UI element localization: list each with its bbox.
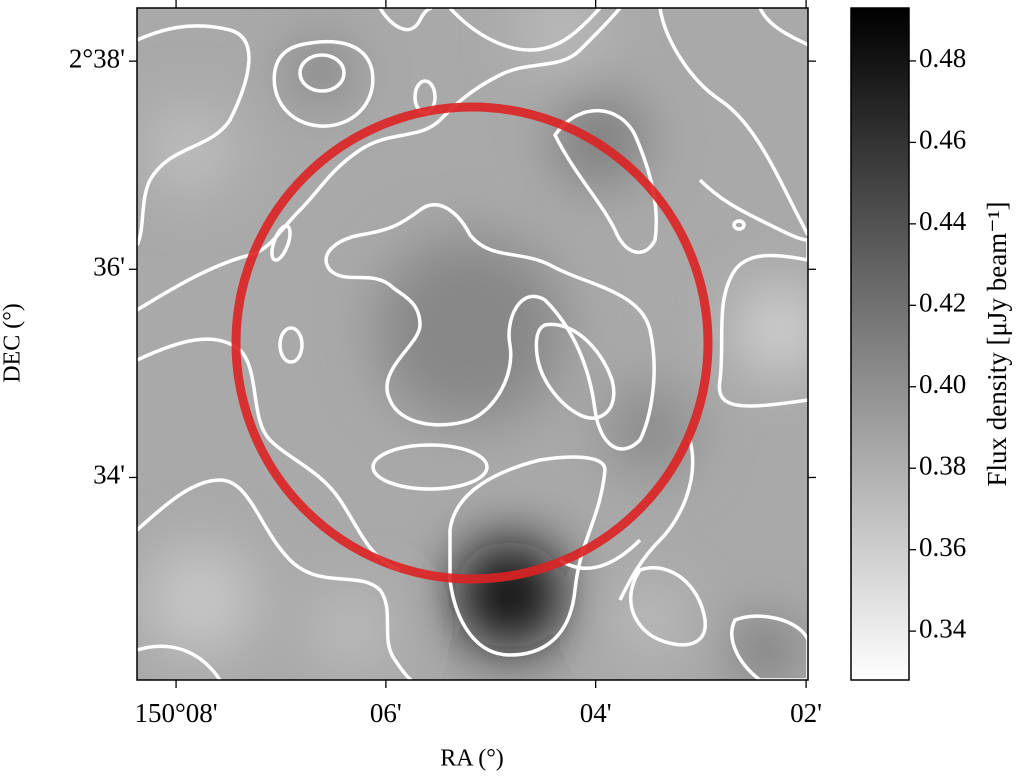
flux-map [137, 8, 808, 680]
colorbar-tick-label: 0.40 [919, 369, 966, 399]
colorbar-label: Flux density [μJy beam⁻¹] [982, 201, 1012, 486]
x-tick-label: 02' [790, 698, 822, 728]
y-tick-label: 36' [93, 252, 125, 282]
colorbar [850, 7, 910, 681]
colorbar-tick-label: 0.48 [919, 43, 966, 73]
y-tick-label: 2°38' [69, 43, 125, 73]
y-axis-label: DEC (°) [0, 303, 26, 383]
colorbar-tick-label: 0.46 [919, 125, 966, 155]
colorbar-tick-label: 0.38 [919, 450, 966, 480]
y-tick-label: 34' [93, 460, 125, 490]
x-tick-label: 150°08' [134, 698, 217, 728]
colorbar-tick-label: 0.36 [919, 532, 966, 562]
colorbar-tick-label: 0.42 [919, 288, 966, 318]
x-tick-label: 04' [580, 698, 612, 728]
colorbar-tick-label: 0.44 [919, 206, 967, 236]
x-tick-label: 06' [370, 698, 402, 728]
plot-frame [136, 7, 809, 681]
region-circle [231, 102, 713, 584]
x-axis-label: RA (°) [440, 746, 504, 772]
colorbar-tick-label: 0.34 [919, 613, 967, 643]
